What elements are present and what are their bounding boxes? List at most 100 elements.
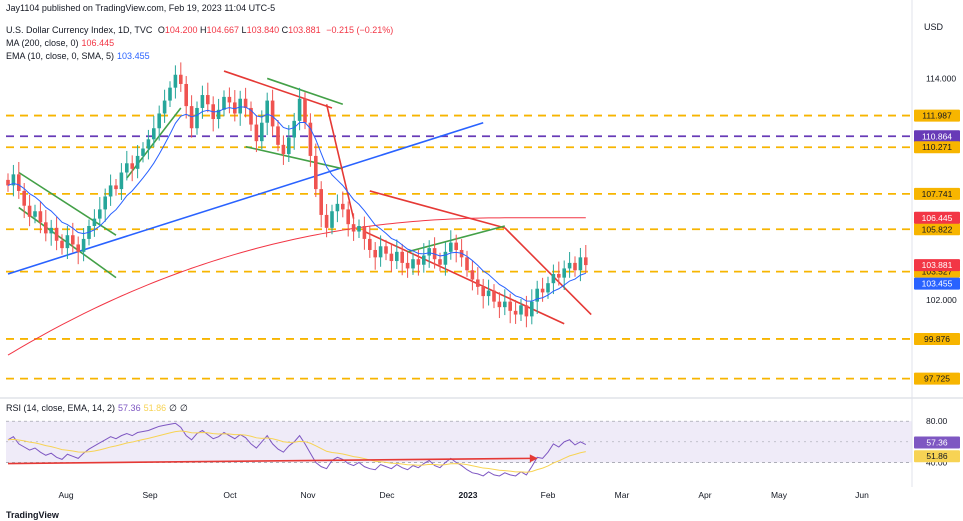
time-tick-label: Jun (855, 490, 869, 500)
candle-body (114, 185, 118, 190)
candle-body (38, 211, 43, 223)
candle-body (530, 301, 534, 317)
candle-body (573, 262, 577, 271)
candle-body (308, 122, 313, 156)
candle-body (584, 257, 588, 266)
ema-line (7, 106, 586, 302)
trendline (7, 121, 484, 275)
price-tag (914, 259, 960, 272)
level-tag (914, 372, 960, 385)
candle-body (11, 174, 16, 186)
candle-body (27, 205, 32, 217)
candle-body (535, 288, 539, 302)
candle-body (389, 253, 394, 262)
candle-body (324, 214, 329, 228)
rsi-divergence-line (7, 457, 532, 465)
candle-body (173, 74, 178, 88)
candle-body (416, 259, 421, 265)
candle-body (281, 144, 286, 155)
candle-body (238, 98, 242, 114)
candle-body (119, 172, 124, 190)
candle-body (341, 203, 345, 210)
candle-body (276, 126, 280, 145)
currency-label: USD (924, 22, 944, 32)
ohlc-open-label: O (157, 25, 165, 35)
ma-value: 106.445 (81, 38, 115, 48)
rsi-value: 57.36 (118, 403, 141, 413)
candle-body (465, 257, 469, 271)
publisher-line: Jay1104 published on TradingView.com, Fe… (6, 3, 276, 13)
candle-body (346, 209, 350, 225)
candle-body (540, 288, 545, 293)
candle-body (524, 305, 529, 317)
candle-body (44, 222, 48, 234)
candle-body (243, 98, 248, 108)
rsi-band (6, 421, 912, 463)
symbol-title: U.S. Dollar Currency Index, 1D, TVC (6, 25, 153, 35)
candle-body (578, 257, 583, 271)
level-tag (914, 141, 960, 154)
candle-body (470, 270, 475, 280)
symbol-legend: U.S. Dollar Currency Index, 1D, TVC O104… (6, 25, 393, 35)
rsi-label: RSI (14, close, EMA, 14, 2) (6, 403, 116, 413)
rsi-tick-label: 40.00 (926, 458, 948, 468)
time-tick-label: Mar (615, 490, 630, 500)
ohlc-low-label: L (241, 25, 247, 35)
change-value: −0.215 (−0.21%) (326, 25, 394, 35)
candle-body (135, 155, 140, 169)
ema-legend: EMA (10, close, 0, SMA, 5) 103.455 (6, 51, 150, 61)
rsi-tag (914, 450, 960, 463)
level-tag (914, 109, 960, 122)
time-tick-label: Dec (379, 490, 395, 500)
candle-body (551, 273, 556, 284)
price-tag (914, 211, 960, 224)
candle-body (476, 279, 480, 287)
candle-body (152, 128, 156, 140)
candle-body (92, 218, 97, 226)
candle-body (562, 268, 566, 278)
candle-body (184, 83, 188, 107)
rsi-divergence-arrow (529, 454, 538, 463)
rsi-tag-label: 51.86 (926, 451, 948, 461)
time-tick-label: Feb (541, 490, 556, 500)
candle-body (179, 74, 183, 84)
trendline (325, 104, 355, 219)
candle-body (384, 246, 388, 254)
tradingview-logo[interactable]: TradingView (6, 510, 59, 520)
candle-body (438, 259, 442, 265)
candle-body (303, 98, 307, 123)
level-tag-label: 107.741 (922, 189, 953, 199)
candle-body (497, 301, 502, 308)
time-tick-label: Oct (223, 490, 237, 500)
candle-body (233, 102, 237, 114)
price-tag (914, 277, 960, 290)
candle-body (357, 226, 361, 232)
price-tick-label: 102.000 (926, 295, 957, 305)
candle-body (200, 95, 205, 108)
candle-body (368, 238, 372, 250)
trendline (504, 227, 592, 316)
candle-body (486, 290, 491, 297)
ohlc-high-label: H (199, 25, 207, 35)
candle-body (314, 155, 318, 190)
candle-body (330, 211, 334, 228)
time-tick-label: 2023 (459, 490, 478, 500)
candle-body (6, 179, 10, 186)
candle-body (17, 174, 21, 191)
level-tag-label: 110.271 (922, 142, 952, 152)
candle-body (65, 235, 70, 249)
candle-body (125, 163, 129, 173)
candle-body (449, 242, 453, 252)
price-tag-label: 103.881 (922, 260, 953, 270)
candle-body (519, 305, 523, 315)
candle-body (98, 209, 102, 219)
candle-body (146, 139, 151, 149)
candle-body (427, 248, 431, 256)
trendline (223, 70, 333, 109)
trendline (266, 77, 344, 106)
rsi-tag-label: 57.36 (926, 438, 948, 448)
candle-body (227, 96, 232, 103)
price-tag-label: 103.455 (922, 279, 953, 289)
ma-label: MA (200, close, 0) (6, 38, 79, 48)
